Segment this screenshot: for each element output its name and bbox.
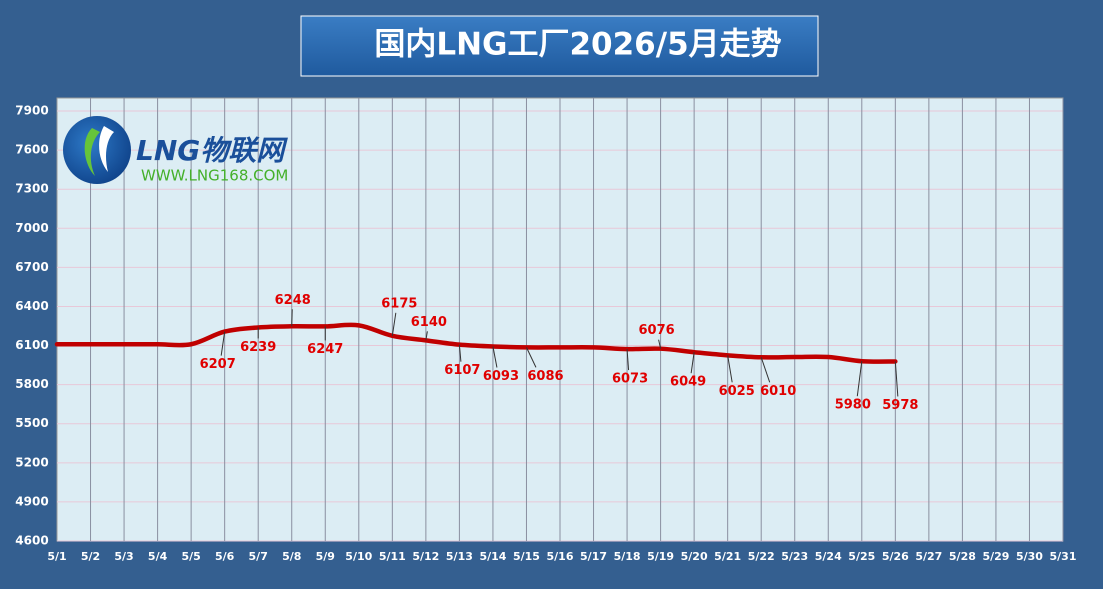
- x-tick-label: 5/1: [47, 550, 66, 563]
- data-label: 6049: [670, 375, 706, 390]
- y-tick-label: 5500: [15, 416, 48, 430]
- chart-title: 国内LNG工厂2026/5月走势: [374, 27, 781, 63]
- logo-leaf: [84, 128, 100, 176]
- x-tick-label: 5/5: [181, 550, 200, 563]
- x-tick-label: 5/3: [114, 550, 133, 563]
- x-tick-label: 5/31: [1050, 550, 1077, 563]
- x-tick-label: 5/15: [513, 550, 540, 563]
- x-tick-label: 5/12: [412, 550, 439, 563]
- x-tick-label: 5/7: [249, 550, 268, 563]
- title-box: [300, 15, 819, 77]
- y-tick-label: 7000: [15, 221, 48, 235]
- data-label: 6140: [411, 315, 447, 330]
- y-tick-label: 4900: [15, 494, 48, 508]
- leader-line: [391, 312, 397, 336]
- y-tick-label: 6400: [15, 299, 48, 313]
- x-tick-label: 5/2: [81, 550, 100, 563]
- x-tick-label: 5/28: [949, 550, 976, 563]
- y-tick-label: 6700: [15, 260, 48, 274]
- x-tick-label: 5/9: [316, 550, 335, 563]
- y-tick-label: 7600: [15, 143, 48, 157]
- x-tick-label: 5/27: [915, 550, 942, 563]
- leader-line: [458, 344, 462, 362]
- logo: LNG物联网 WWW.LNG168.COM: [63, 116, 288, 185]
- logo-leaf: [99, 126, 114, 172]
- y-tick-label: 6100: [15, 338, 48, 352]
- y-tick-label: 4600: [15, 534, 48, 548]
- x-tick-label: 5/6: [215, 550, 235, 563]
- leader-line: [526, 347, 537, 368]
- x-tick-label: 5/22: [748, 550, 775, 563]
- x-tick-label: 5/11: [379, 550, 406, 563]
- x-tick-label: 5/29: [982, 550, 1009, 563]
- leader-line: [492, 346, 498, 368]
- leader-line: [291, 309, 293, 327]
- data-label: 6207: [200, 357, 236, 372]
- data-label: 6107: [444, 363, 480, 378]
- x-tick-label: 5/8: [282, 550, 301, 563]
- data-label: 6086: [527, 369, 563, 384]
- x-tick-label: 5/25: [848, 550, 875, 563]
- leader-line: [760, 357, 771, 383]
- leader-line: [690, 352, 695, 374]
- x-tick-label: 5/21: [714, 550, 741, 563]
- leader-line: [856, 361, 863, 397]
- logo-name: LNG物联网: [136, 134, 288, 167]
- x-tick-label: 5/19: [647, 550, 674, 563]
- leader-line: [220, 331, 226, 356]
- data-label: 6248: [275, 293, 311, 308]
- series-line: [54, 322, 898, 364]
- x-tick-label: 5/16: [547, 550, 574, 563]
- data-label: 5980: [835, 398, 871, 413]
- x-tick-label: 5/23: [781, 550, 808, 563]
- data-label: 6247: [307, 342, 343, 357]
- y-tick-label: 5200: [15, 455, 48, 469]
- data-label: 6239: [240, 340, 276, 355]
- logo-circle: [63, 116, 131, 184]
- x-tick-label: 5/17: [580, 550, 607, 563]
- x-tick-label: 5/18: [614, 550, 641, 563]
- leader-line: [425, 331, 428, 341]
- x-tick-label: 5/4: [148, 550, 168, 563]
- data-label: 6025: [719, 384, 755, 399]
- data-label: 6175: [381, 296, 417, 311]
- x-tick-label: 5/14: [479, 550, 506, 563]
- logo-url: WWW.LNG168.COM: [141, 167, 288, 185]
- x-tick-label: 5/24: [815, 550, 842, 563]
- data-label: 6076: [639, 323, 675, 338]
- x-tick-label: 5/13: [446, 550, 473, 563]
- x-tick-label: 5/20: [681, 550, 708, 563]
- data-label: 6073: [612, 372, 648, 387]
- leader-line: [626, 349, 630, 371]
- leader-line: [658, 339, 662, 349]
- data-label: 6010: [760, 384, 796, 399]
- data-label: 6093: [483, 369, 519, 384]
- x-tick-label: 5/10: [345, 550, 372, 563]
- y-tick-label: 7300: [15, 182, 48, 196]
- leader-line: [727, 355, 733, 383]
- x-tick-label: 5/30: [1016, 550, 1043, 563]
- data-label: 5978: [882, 398, 918, 413]
- y-tick-label: 5800: [15, 377, 48, 391]
- leader-line: [894, 361, 899, 397]
- x-tick-label: 5/26: [882, 550, 909, 563]
- y-tick-label: 7900: [15, 104, 48, 118]
